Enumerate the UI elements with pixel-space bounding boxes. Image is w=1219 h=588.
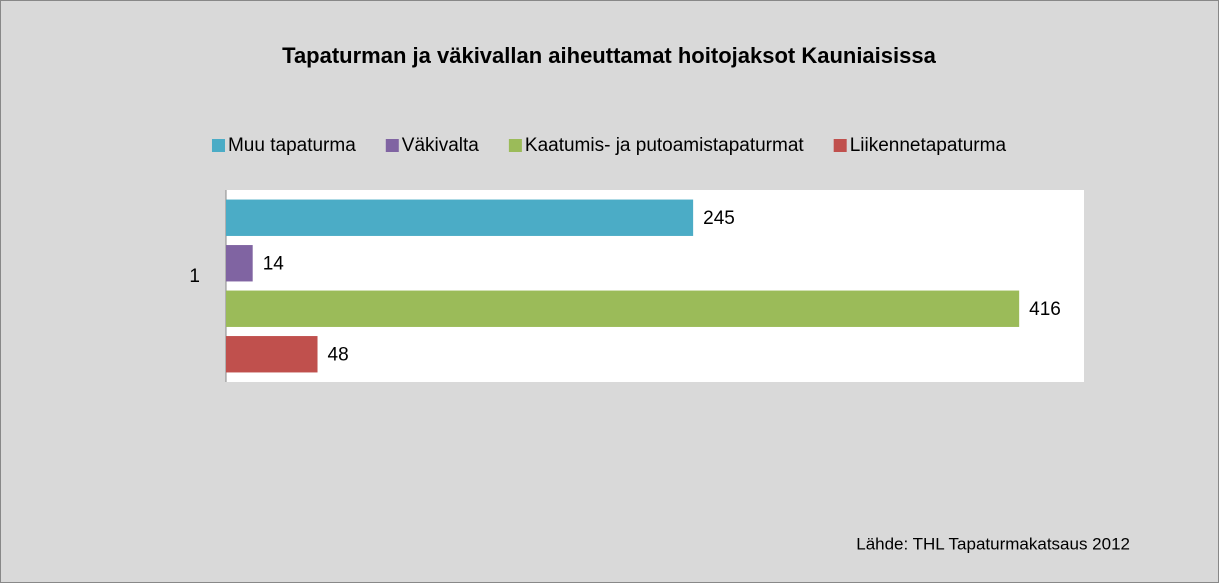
legend-label: Liikennetapaturma	[850, 135, 1007, 156]
legend-swatch	[385, 139, 399, 152]
legend-label: Kaatumis- ja putoamistapaturmat	[525, 135, 805, 156]
y-tick-label: 1	[189, 266, 200, 287]
legend-label: Muu tapaturma	[228, 135, 356, 156]
chart-title: Tapaturman ja väkivallan aiheuttamat hoi…	[282, 43, 936, 68]
bar	[226, 290, 1020, 327]
source-note: Lähde: THL Tapaturmakatsaus 2012	[856, 534, 1130, 553]
bar	[226, 336, 318, 373]
legend-swatch	[211, 139, 225, 152]
legend-label: Väkivalta	[402, 135, 480, 156]
data-label: 245	[703, 208, 735, 229]
legend-swatch	[508, 139, 522, 152]
bar	[226, 199, 694, 236]
legend-swatch	[833, 139, 847, 152]
data-label: 14	[263, 253, 285, 274]
data-label: 48	[328, 344, 349, 365]
data-label: 416	[1029, 299, 1061, 320]
bar	[226, 245, 253, 282]
